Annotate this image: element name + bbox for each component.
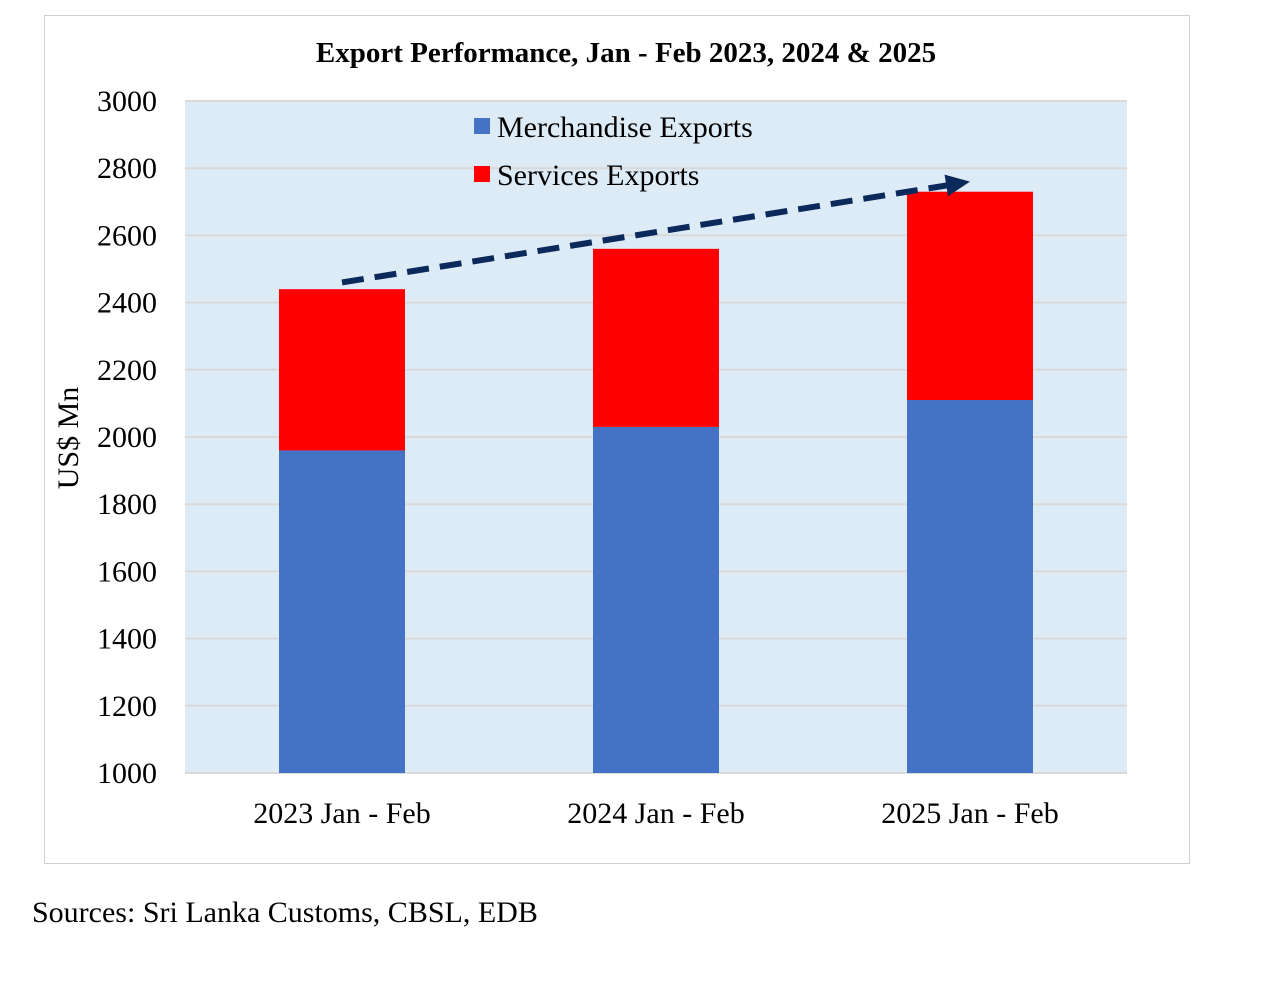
legend-swatch: [474, 118, 490, 134]
source-note: Sources: Sri Lanka Customs, CBSL, EDB: [32, 896, 538, 929]
y-axis-ticks: 1000 1200 1400 1600 1800 2000 2200 2400 2600 2800…: [97, 85, 157, 790]
bars: [279, 191, 1033, 773]
trend-arrow-line: [341, 180, 959, 286]
y-tick-label: 3000: [97, 85, 157, 118]
bar-services-3: [907, 191, 1033, 401]
x-tick-label: 2025 Jan - Feb: [881, 797, 1058, 830]
trend-arrow-head: [944, 174, 970, 197]
bar-services-1: [279, 289, 405, 451]
trend-arrow: [341, 174, 970, 286]
y-tick-label: 2200: [97, 354, 157, 387]
y-tick-label: 1400: [97, 623, 157, 656]
y-tick-label: 2000: [97, 421, 157, 454]
y-tick-label: 1200: [97, 690, 157, 723]
y-tick-label: 2800: [97, 152, 157, 185]
y-tick-label: 1600: [97, 555, 157, 588]
x-tick-label: 2023 Jan - Feb: [253, 797, 430, 830]
legend: Merchandise Exports Services Exports: [474, 111, 753, 192]
legend-swatch: [474, 166, 490, 182]
bar-services-2: [593, 248, 719, 427]
bar-merchandise-2: [593, 426, 719, 773]
y-tick-label: 2600: [97, 219, 157, 252]
x-axis-ticks: 2023 Jan - Feb 2024 Jan - Feb 2025 Jan - F…: [253, 797, 1058, 830]
chart-title: Export Performance, Jan - Feb 2023, 2024…: [316, 37, 936, 69]
y-tick-label: 1000: [97, 757, 157, 790]
bar-merchandise-1: [279, 450, 405, 773]
bar-merchandise-3: [907, 400, 1033, 773]
y-axis-label: US$ Mn: [52, 387, 85, 490]
y-tick-label: 1800: [97, 488, 157, 521]
y-tick-label: 2400: [97, 287, 157, 320]
x-tick-label: 2024 Jan - Feb: [567, 797, 744, 830]
legend-label: Services Exports: [497, 159, 699, 192]
legend-label: Merchandise Exports: [497, 111, 753, 144]
